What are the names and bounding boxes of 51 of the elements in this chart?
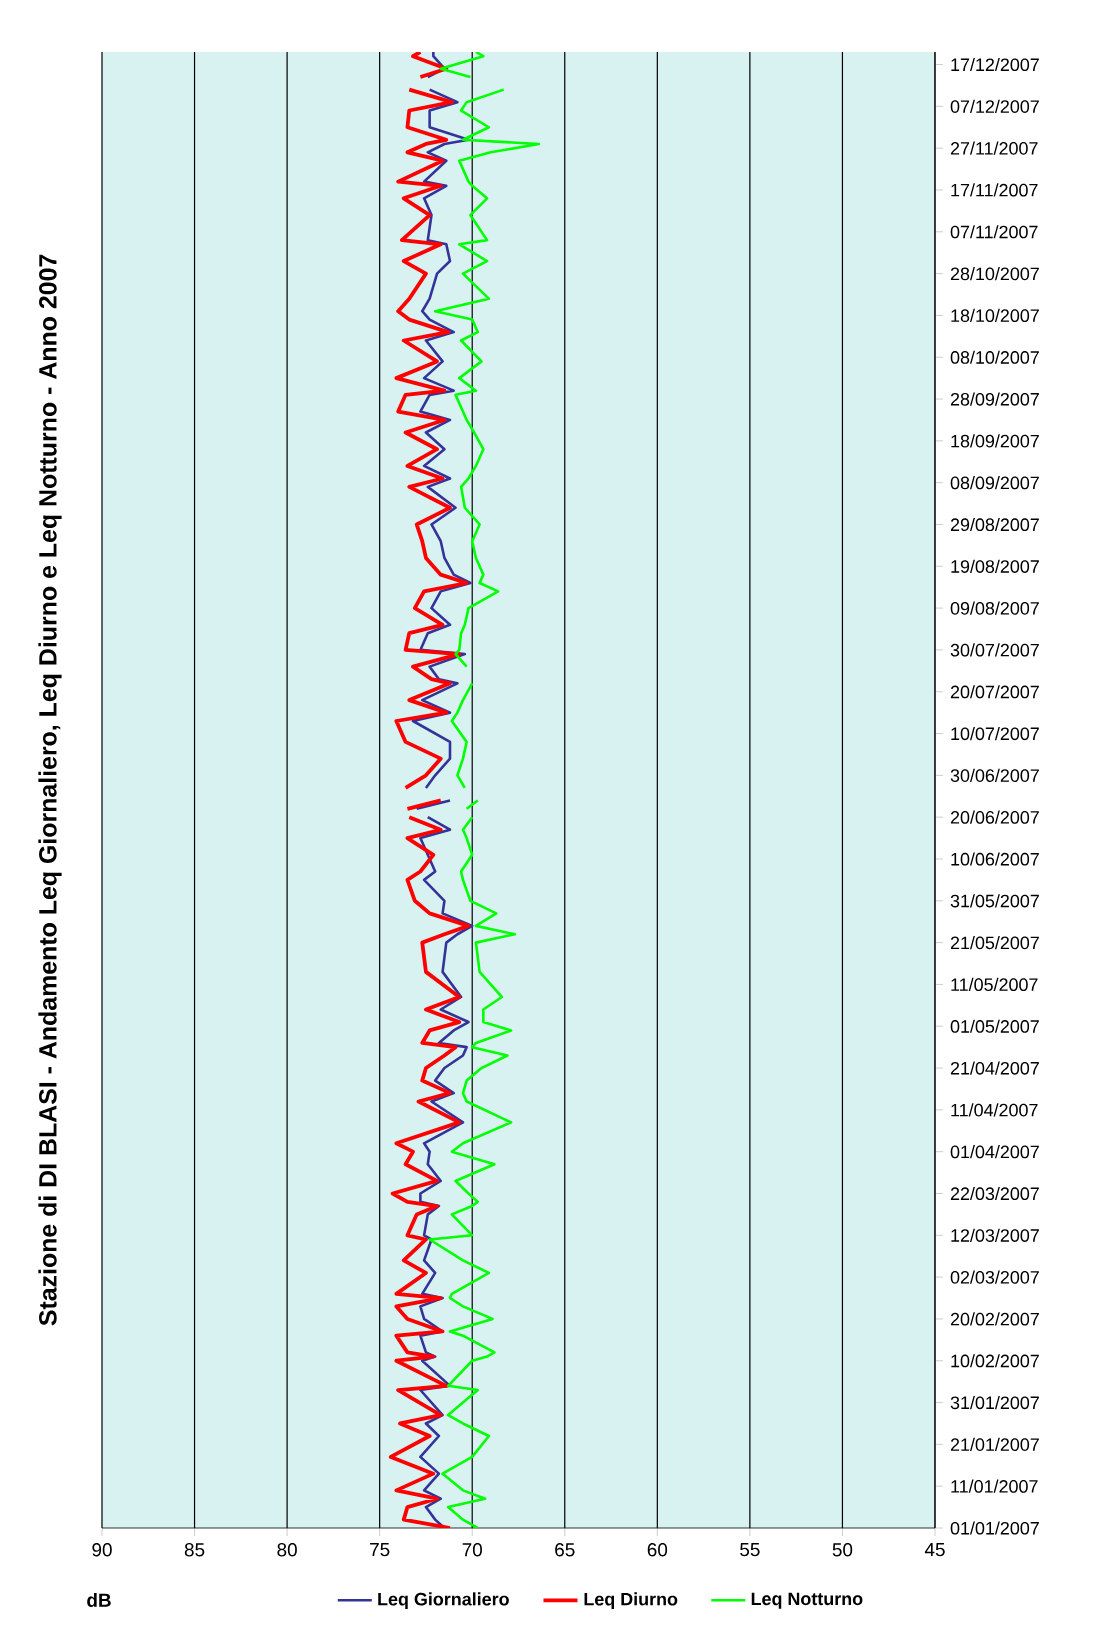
y-tick-label: 31/05/2007 [950, 894, 1039, 908]
y-tick-label: 10/02/2007 [951, 1354, 1039, 1368]
y-tick-label: 18/10/2007 [951, 308, 1039, 322]
x-tick-label: 90 [92, 1543, 112, 1557]
y-tick-label: 20/07/2007 [950, 685, 1039, 699]
y-tick-label: 30/06/2007 [950, 768, 1039, 782]
y-tick-label: 12/03/2007 [951, 1228, 1039, 1242]
y-tick-label: 28/10/2007 [950, 267, 1039, 281]
y-tick-label: 22/03/2007 [950, 1186, 1039, 1201]
y-tick-label: 09/08/2007 [950, 601, 1039, 615]
y-tick-label: 18/09/2007 [951, 434, 1039, 448]
y-tick-label: 11/05/2007 [951, 977, 1038, 992]
y-tick-label: 01/05/2007 [950, 1019, 1039, 1033]
y-tick-label: 07/11/2007 [950, 225, 1038, 239]
y-tick-label: 21/01/2007 [950, 1437, 1039, 1451]
y-tick-label: 31/01/2007 [950, 1395, 1039, 1410]
x-tick-label: 80 [277, 1543, 297, 1557]
x-tick-label: 70 [462, 1543, 482, 1557]
y-tick-label: 08/09/2007 [950, 476, 1039, 490]
y-tick-label: 07/12/2007 [950, 99, 1039, 113]
x-tick-label: 65 [555, 1543, 575, 1557]
x-tick-label: 50 [832, 1543, 853, 1557]
x-tick-label: 85 [184, 1543, 205, 1557]
y-tick-label: 01/04/2007 [950, 1145, 1039, 1159]
y-tick-label: 21/05/2007 [950, 936, 1039, 950]
y-tick-label: 21/04/2007 [950, 1061, 1039, 1075]
y-tick-label: 11/01/2007 [951, 1479, 1038, 1493]
x-tick-label: 75 [370, 1543, 390, 1557]
y-tick-label: 17/11/2007 [951, 183, 1038, 197]
y-tick-label: 08/10/2007 [950, 350, 1039, 364]
text: Stazione di DI BLASI - Andamento Leq Giornaliero, Leq Diurno e Leq Notturno - Anno 2007 [38, 254, 62, 1326]
y-tick-label: 10/06/2007 [951, 852, 1039, 866]
legend-label: Leq Diurno [584, 1592, 678, 1610]
y-tick-label: 28/09/2007 [950, 392, 1039, 406]
legend-label: Leq Notturno [751, 1592, 863, 1609]
y-axis-title: dB [87, 1593, 111, 1607]
y-tick-label: 20/06/2007 [950, 810, 1039, 824]
y-tick-label: 10/07/2007 [951, 726, 1039, 741]
y-tick-label: 11/04/2007 [951, 1103, 1038, 1117]
y-tick-label: 02/03/2007 [950, 1270, 1039, 1284]
y-tick-label: 30/07/2007 [950, 643, 1039, 657]
x-tick-label: 60 [647, 1543, 668, 1557]
y-tick-label: 01/01/2007 [950, 1521, 1039, 1535]
y-tick-label: 27/11/2007 [950, 141, 1038, 155]
y-tick-label: 19/08/2007 [951, 559, 1039, 573]
y-tick-label: 20/02/2007 [950, 1312, 1039, 1326]
x-tick-label: 55 [740, 1543, 760, 1557]
legend-label: Leq Giornaliero [378, 1592, 509, 1610]
x-tick-label: 45 [924, 1543, 945, 1557]
y-tick-label: 17/12/2007 [951, 57, 1039, 72]
y-tick-label: 29/08/2007 [950, 517, 1039, 532]
